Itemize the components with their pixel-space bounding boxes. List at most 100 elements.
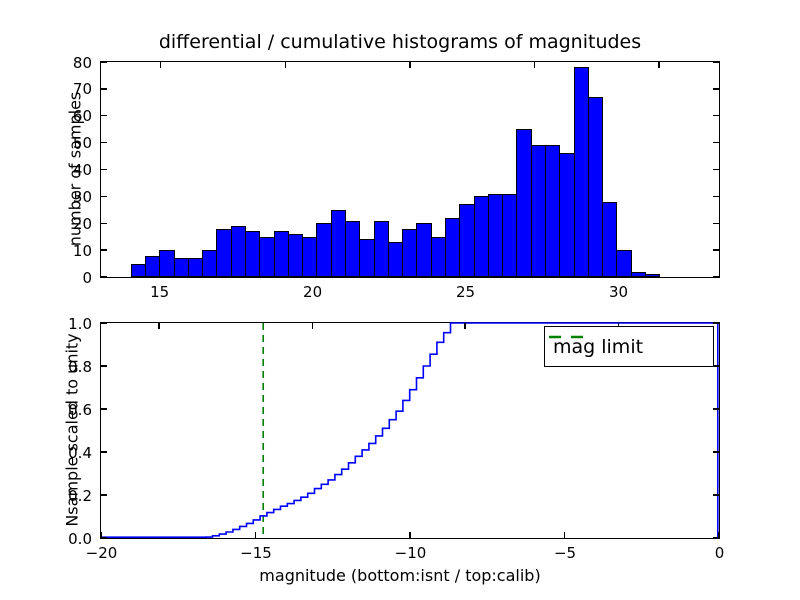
histogram-bar — [559, 153, 575, 277]
histogram-bar — [287, 234, 304, 277]
histogram-bar — [302, 236, 318, 277]
axis-tick — [101, 61, 107, 63]
y-tick-label: 0.6 — [68, 400, 92, 419]
axis-tick — [101, 249, 107, 251]
y-tick-label: 0.2 — [68, 486, 92, 505]
y-tick-label: 0.4 — [68, 443, 92, 462]
histogram-bar — [159, 250, 175, 277]
axis-tick — [533, 62, 535, 68]
axis-tick — [713, 168, 719, 171]
axis-tick — [101, 168, 107, 171]
histogram-bar — [130, 263, 146, 277]
axis-tick — [713, 322, 719, 324]
cumulative-curve-path — [101, 322, 719, 538]
y-tick-label: 50 — [72, 134, 92, 153]
axis-tick — [713, 61, 719, 63]
histogram-bar — [616, 250, 632, 277]
histogram-bar — [473, 196, 489, 277]
histogram-bar — [144, 255, 161, 277]
y-tick-label: 20 — [72, 214, 92, 233]
x-tick-label: −15 — [240, 543, 272, 562]
axis-tick — [563, 532, 566, 538]
histogram-bar — [173, 258, 189, 277]
axis-tick — [101, 537, 107, 539]
histogram-bar — [630, 271, 647, 277]
axis-tick — [101, 141, 107, 144]
axis-tick — [101, 195, 107, 198]
x-tick-label: −10 — [394, 543, 427, 562]
x-tick-label: −5 — [553, 543, 577, 562]
axis-tick — [658, 62, 660, 68]
axis-tick — [254, 532, 257, 538]
axis-tick — [713, 451, 719, 453]
axis-tick — [101, 222, 107, 224]
y-tick-label: 0.8 — [68, 357, 92, 376]
y-tick-label: 1.0 — [68, 314, 92, 333]
histogram-bar — [216, 228, 232, 277]
axis-tick — [101, 365, 107, 367]
histogram-bar — [573, 67, 589, 277]
histogram-bar — [344, 220, 361, 277]
y-tick-label: 80 — [72, 53, 92, 72]
axis-tick — [159, 62, 161, 68]
axis-tick — [101, 276, 107, 278]
histogram-bar — [530, 145, 546, 277]
histogram-bar — [230, 225, 246, 277]
histogram-bar — [487, 193, 504, 277]
axis-tick — [713, 195, 719, 198]
axis-tick — [158, 323, 160, 329]
histogram-bar — [587, 96, 604, 277]
axis-tick — [713, 494, 719, 496]
y-tick-label: 30 — [72, 187, 92, 206]
histogram-bar — [545, 145, 561, 277]
y-tick-label: 60 — [72, 107, 92, 126]
histogram-bar — [244, 231, 261, 277]
y-tick-label: 0 — [82, 268, 92, 287]
axis-tick — [718, 532, 720, 538]
axis-tick — [464, 323, 466, 329]
histogram-bar — [645, 274, 661, 277]
axis-tick — [311, 323, 313, 329]
axis-tick — [409, 532, 411, 538]
mag-limit-dash-icon — [549, 335, 587, 339]
axis-tick — [713, 115, 719, 117]
histogram-bar — [359, 239, 375, 277]
axis-tick — [713, 249, 719, 251]
axis-tick — [713, 365, 719, 367]
histogram-bar — [416, 223, 432, 277]
histogram-bar — [373, 220, 389, 277]
y-tick-label: 10 — [72, 241, 92, 260]
x-tick-label: 20 — [303, 282, 323, 301]
axis-tick — [101, 115, 107, 117]
axis-tick — [713, 276, 719, 278]
legend: mag limit — [544, 326, 714, 367]
x-tick-label: 25 — [456, 282, 476, 301]
axis-tick — [101, 88, 107, 90]
axis-tick — [713, 141, 719, 144]
histogram-bar — [259, 236, 275, 277]
histogram-bar — [387, 242, 404, 277]
axis-tick — [101, 322, 107, 324]
axis-tick — [101, 408, 107, 410]
figure-title: differential / cumulative histograms of … — [158, 31, 642, 53]
histogram-bar — [330, 209, 346, 277]
histogram-bar — [516, 129, 532, 277]
histogram-bar — [316, 223, 332, 277]
histogram-bar — [402, 228, 418, 277]
axis-tick — [409, 62, 411, 68]
histogram-bar — [502, 193, 518, 277]
bottom-cumulative-axes: mag limit — [100, 322, 720, 539]
histogram-bar — [430, 236, 446, 277]
top-histogram-axes — [100, 61, 720, 278]
axis-tick — [100, 532, 102, 538]
legend-label: mag limit — [553, 335, 644, 358]
cumulative-step-curve — [101, 322, 719, 538]
axis-tick — [713, 222, 719, 224]
axis-tick — [713, 408, 719, 410]
y-tick-label: 40 — [72, 161, 92, 179]
x-tick-label: 30 — [608, 282, 629, 301]
x-tick-label: 0 — [714, 543, 725, 562]
top-histogram-plot-area — [101, 61, 719, 278]
histogram-bar — [444, 217, 461, 277]
bottom-cumulative-plot-area: mag limit — [100, 322, 720, 539]
